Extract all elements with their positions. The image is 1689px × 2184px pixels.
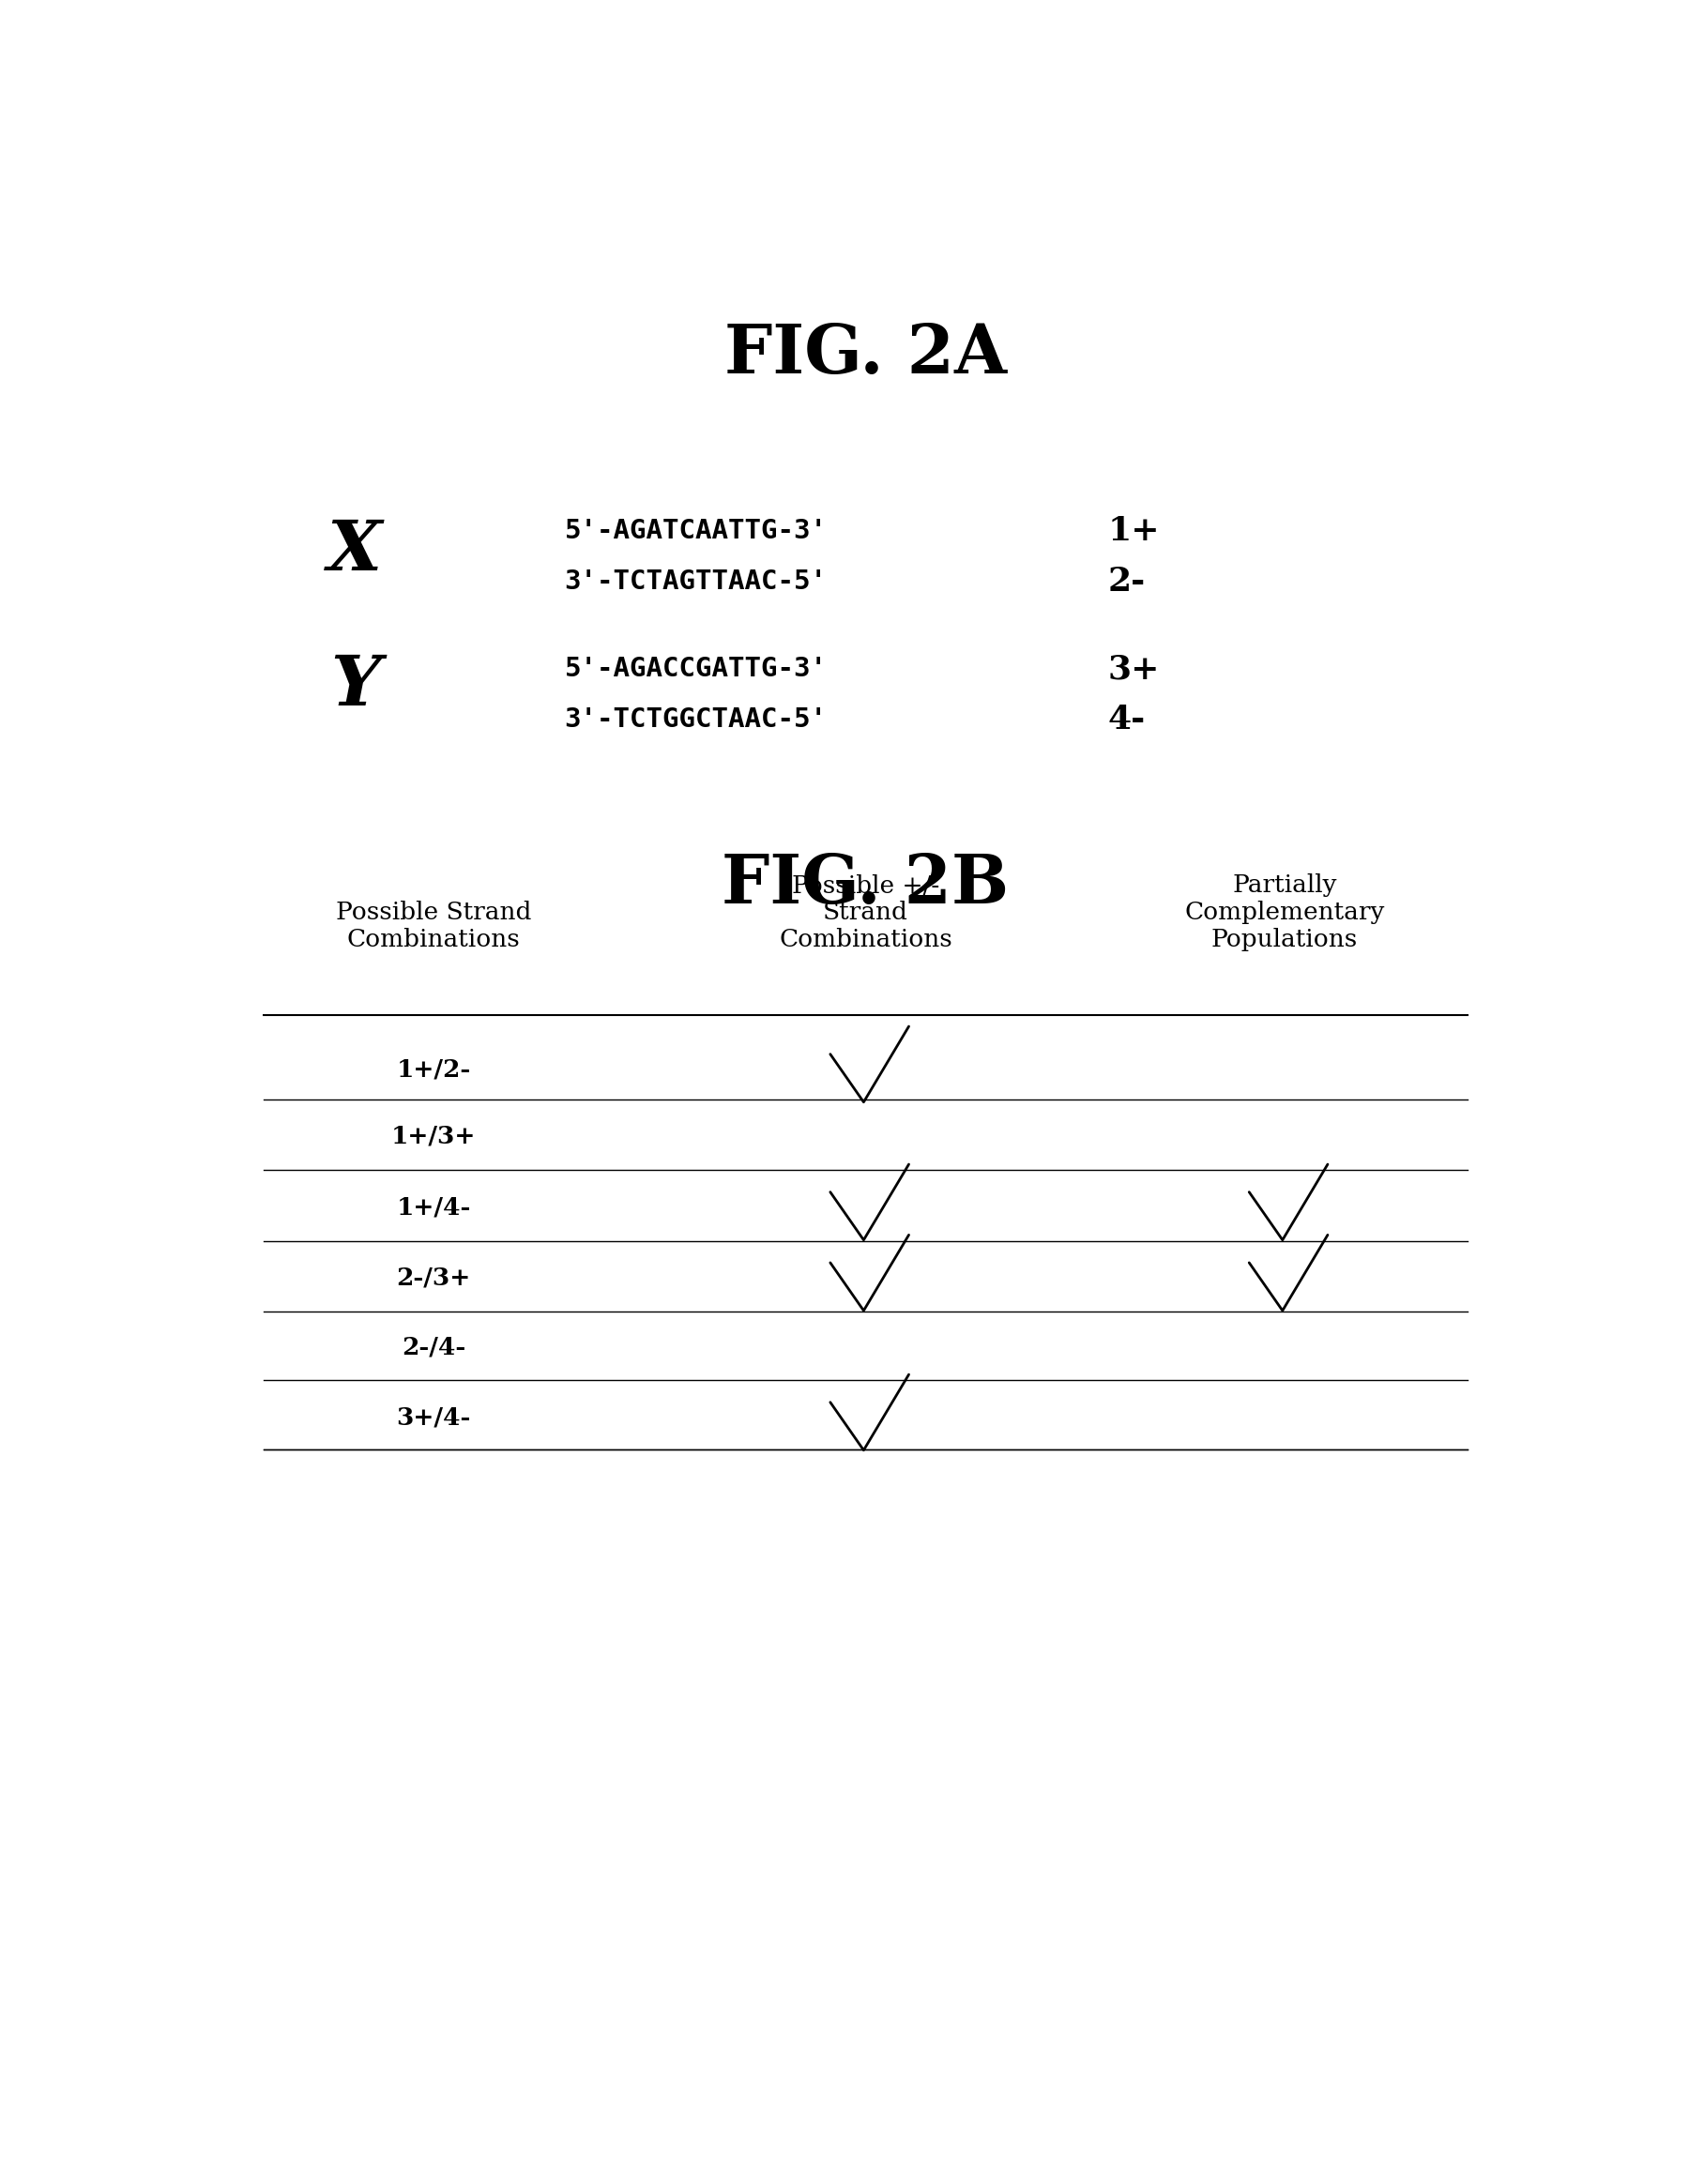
Text: 1+/3+: 1+/3+ — [392, 1125, 476, 1149]
Text: Possible Strand
Combinations: Possible Strand Combinations — [336, 902, 532, 952]
Text: 1+/4-: 1+/4- — [397, 1195, 471, 1219]
Text: 3'-TCTAGTTAAC-5': 3'-TCTAGTTAAC-5' — [564, 568, 828, 594]
Text: 4-: 4- — [1108, 703, 1145, 736]
Text: Y: Y — [329, 651, 380, 721]
Text: 2-: 2- — [1108, 566, 1145, 598]
Text: 3+: 3+ — [1108, 653, 1160, 686]
Text: FIG. 2A: FIG. 2A — [725, 321, 1007, 389]
Text: 3'-TCTGGCTAAC-5': 3'-TCTGGCTAAC-5' — [564, 705, 828, 732]
Text: FIG. 2B: FIG. 2B — [721, 852, 1010, 917]
Text: 1+/2-: 1+/2- — [397, 1057, 471, 1081]
Text: 3+/4-: 3+/4- — [397, 1406, 471, 1428]
Text: 5'-AGACCGATTG-3': 5'-AGACCGATTG-3' — [564, 655, 828, 681]
Text: 1+: 1+ — [1108, 515, 1160, 548]
Text: Possible +/-
Strand
Combinations: Possible +/- Strand Combinations — [779, 874, 953, 952]
Text: 2-/4-: 2-/4- — [402, 1334, 466, 1358]
Text: X: X — [328, 518, 382, 585]
Text: 5'-AGATCAATTG-3': 5'-AGATCAATTG-3' — [564, 518, 828, 544]
Text: Partially
Complementary
Populations: Partially Complementary Populations — [1184, 874, 1385, 952]
Text: 2-/3+: 2-/3+ — [397, 1267, 471, 1289]
